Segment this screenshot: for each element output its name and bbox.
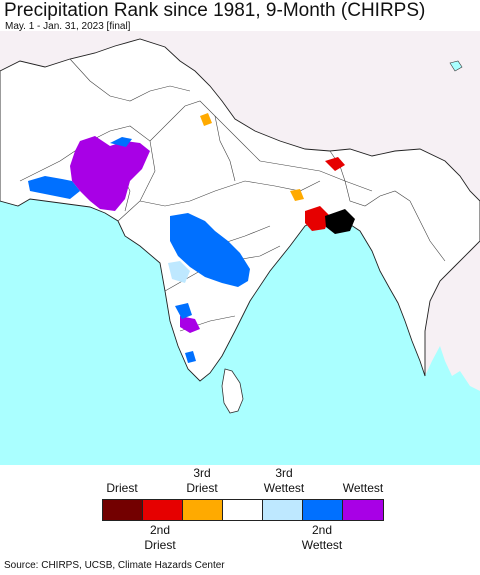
legend-swatch-2nd-wettest (303, 500, 343, 520)
legend-label-2nd-wettest: 2nd Wettest (301, 523, 343, 552)
legend-label-driest: Driest (106, 481, 138, 495)
pakistan-wettest-area (70, 136, 150, 211)
precipitation-map (0, 31, 480, 465)
legend: Driest 3rd Driest 3rd Wettest Wettest 2n… (0, 466, 480, 556)
legend-swatch-3rd-driest (183, 500, 223, 520)
sri-lanka (221, 368, 244, 414)
legend-swatch-2nd-driest (143, 500, 183, 520)
legend-label-3rd-wettest: 3rd Wettest (263, 466, 305, 495)
legend-color-scale (102, 499, 384, 521)
legend-swatch-3rd-wettest (263, 500, 303, 520)
legend-label-2nd-driest: 2nd Driest (144, 523, 176, 552)
east-india-driest-area (305, 206, 330, 231)
legend-label-wettest: Wettest (342, 481, 384, 495)
legend-swatch-driest (103, 500, 143, 520)
map-subtitle: May. 1 - Jan. 31, 2023 [final] (5, 21, 131, 32)
ocean (0, 199, 480, 465)
legend-swatch-wettest (343, 500, 383, 520)
legend-label-3rd-driest: 3rd Driest (186, 466, 218, 495)
lake (449, 60, 463, 72)
pakistan-second-wettest-area (28, 176, 80, 199)
legend-swatch-normal (223, 500, 263, 520)
south-asia-land (0, 38, 480, 382)
map-title: Precipitation Rank since 1981, 9-Month (… (4, 0, 426, 21)
central-india-second-wettest-area (170, 213, 250, 287)
source-credit: Source: CHIRPS, UCSB, Climate Hazards Ce… (4, 560, 225, 571)
